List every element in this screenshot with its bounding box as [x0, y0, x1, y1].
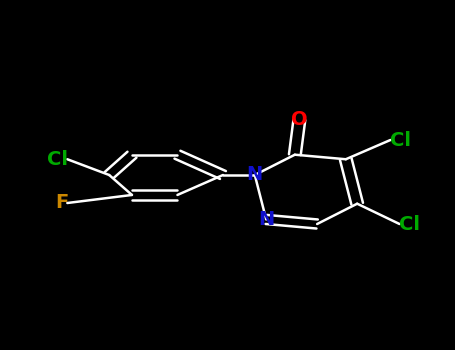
Text: F: F: [55, 194, 69, 212]
Text: N: N: [258, 210, 274, 229]
Text: N: N: [247, 166, 263, 184]
Text: Cl: Cl: [47, 150, 68, 169]
Text: Cl: Cl: [399, 215, 420, 233]
Text: Cl: Cl: [390, 131, 411, 149]
Text: O: O: [291, 110, 308, 129]
